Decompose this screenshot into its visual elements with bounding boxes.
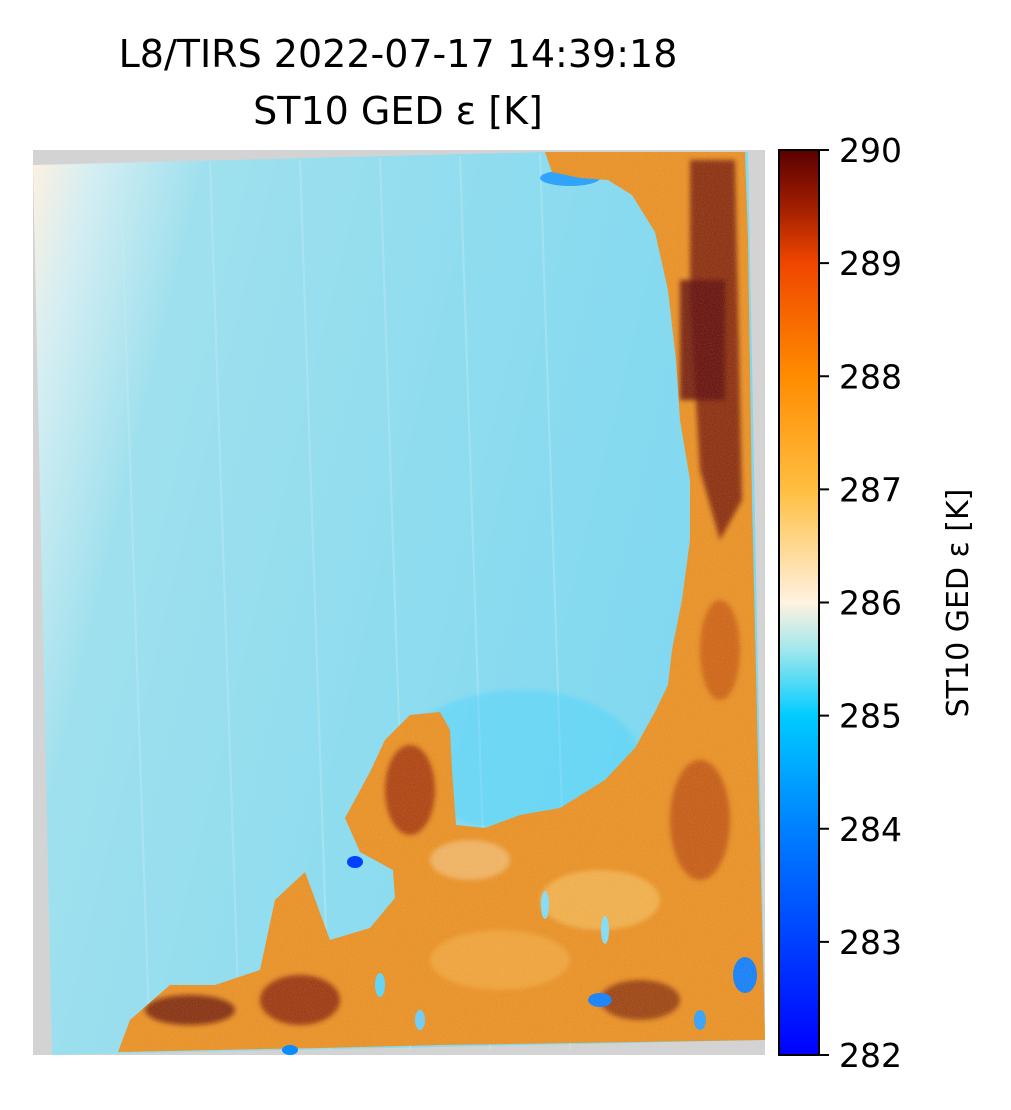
colorbar-label: ST10 GED ε [K] bbox=[941, 489, 976, 718]
chart-title: L8/TIRS 2022-07-17 14:39:18 bbox=[119, 32, 678, 76]
colorbar-tick-label: 283 bbox=[839, 923, 902, 962]
colorbar-tick-label: 284 bbox=[839, 810, 902, 849]
colorbar-tick-label: 290 bbox=[839, 131, 902, 170]
colorbar-tick-label: 282 bbox=[839, 1036, 902, 1075]
chart-subtitle: ST10 GED ε [K] bbox=[253, 89, 543, 133]
colorbar-tick-label: 289 bbox=[839, 244, 902, 283]
colorbar-ticks: 282 283 284 285 286 287 288 289 290 bbox=[819, 131, 902, 1075]
colorbar: 282 283 284 285 286 287 288 289 290 ST10 GED ε [… bbox=[778, 131, 976, 1075]
image-panel bbox=[33, 150, 765, 1055]
bay-water bbox=[400, 690, 640, 830]
colorbar-ramp bbox=[779, 150, 819, 1055]
colorbar-tick-label: 285 bbox=[839, 697, 902, 736]
colorbar-tick-label: 286 bbox=[839, 584, 902, 623]
colorbar-tick-label: 288 bbox=[839, 357, 902, 396]
colorbar-tick-label: 287 bbox=[839, 470, 902, 509]
